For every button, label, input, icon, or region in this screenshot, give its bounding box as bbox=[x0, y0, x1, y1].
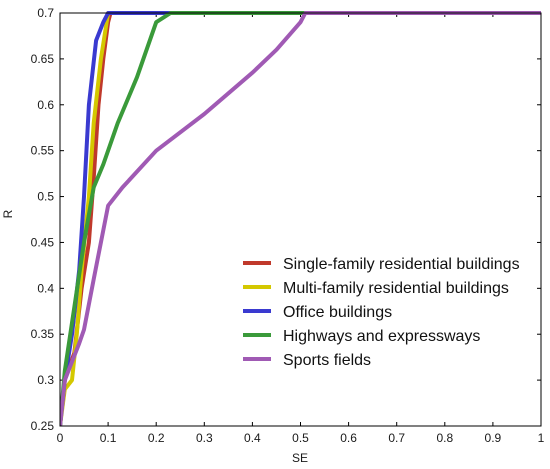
y-tick-label: 0.55 bbox=[31, 144, 55, 158]
y-axis-ticks: 0.25 0.3 0.35 0.4 0.45 0.5 0.55 0.6 0.65 0.7 bbox=[31, 6, 541, 433]
legend-label: Highways and expressways bbox=[283, 328, 480, 345]
x-tick-label: 0.8 bbox=[436, 431, 453, 445]
legend-box bbox=[236, 243, 534, 384]
y-tick-label: 0.7 bbox=[37, 6, 54, 20]
plot-area-frame bbox=[59, 12, 542, 427]
legend: Single-family residential buildings Multi… bbox=[236, 243, 534, 384]
series-layer bbox=[60, 11, 541, 426]
legend-label: Multi-family residential buildings bbox=[283, 280, 509, 297]
y-tick-label: 0.45 bbox=[31, 235, 55, 249]
y-tick-label: 0.6 bbox=[37, 98, 54, 112]
x-axis-label: SE bbox=[292, 451, 308, 465]
legend-label: Sports fields bbox=[283, 352, 371, 369]
x-tick-label: 0.4 bbox=[244, 431, 261, 445]
x-tick-label: 0.7 bbox=[388, 431, 405, 445]
x-tick-label: 1 bbox=[538, 431, 545, 445]
legend-label: Single-family residential buildings bbox=[283, 256, 520, 273]
y-tick-label: 0.65 bbox=[31, 52, 55, 66]
y-tick-label: 0.35 bbox=[31, 327, 55, 341]
x-tick-label: 0.2 bbox=[148, 431, 165, 445]
y-tick-label: 0.25 bbox=[31, 419, 55, 433]
x-tick-label: 0.1 bbox=[100, 431, 117, 445]
y-tick-label: 0.3 bbox=[37, 373, 54, 387]
y-axis-label: R bbox=[1, 209, 15, 218]
x-tick-label: 0.3 bbox=[196, 431, 213, 445]
series-line-5 bbox=[60, 11, 541, 426]
x-tick-label: 0 bbox=[57, 431, 64, 445]
x-axis-ticks: 0 0.1 0.2 0.3 0.4 0.5 0.6 0.7 0.8 0.9 1 bbox=[57, 13, 545, 445]
y-tick-label: 0.5 bbox=[37, 190, 54, 204]
series-line-4 bbox=[60, 11, 541, 426]
x-tick-label: 0.6 bbox=[340, 431, 357, 445]
legend-label: Office buildings bbox=[283, 304, 392, 321]
x-tick-label: 0.9 bbox=[485, 431, 502, 445]
x-tick-label: 0.5 bbox=[292, 431, 309, 445]
y-tick-label: 0.4 bbox=[37, 281, 54, 295]
